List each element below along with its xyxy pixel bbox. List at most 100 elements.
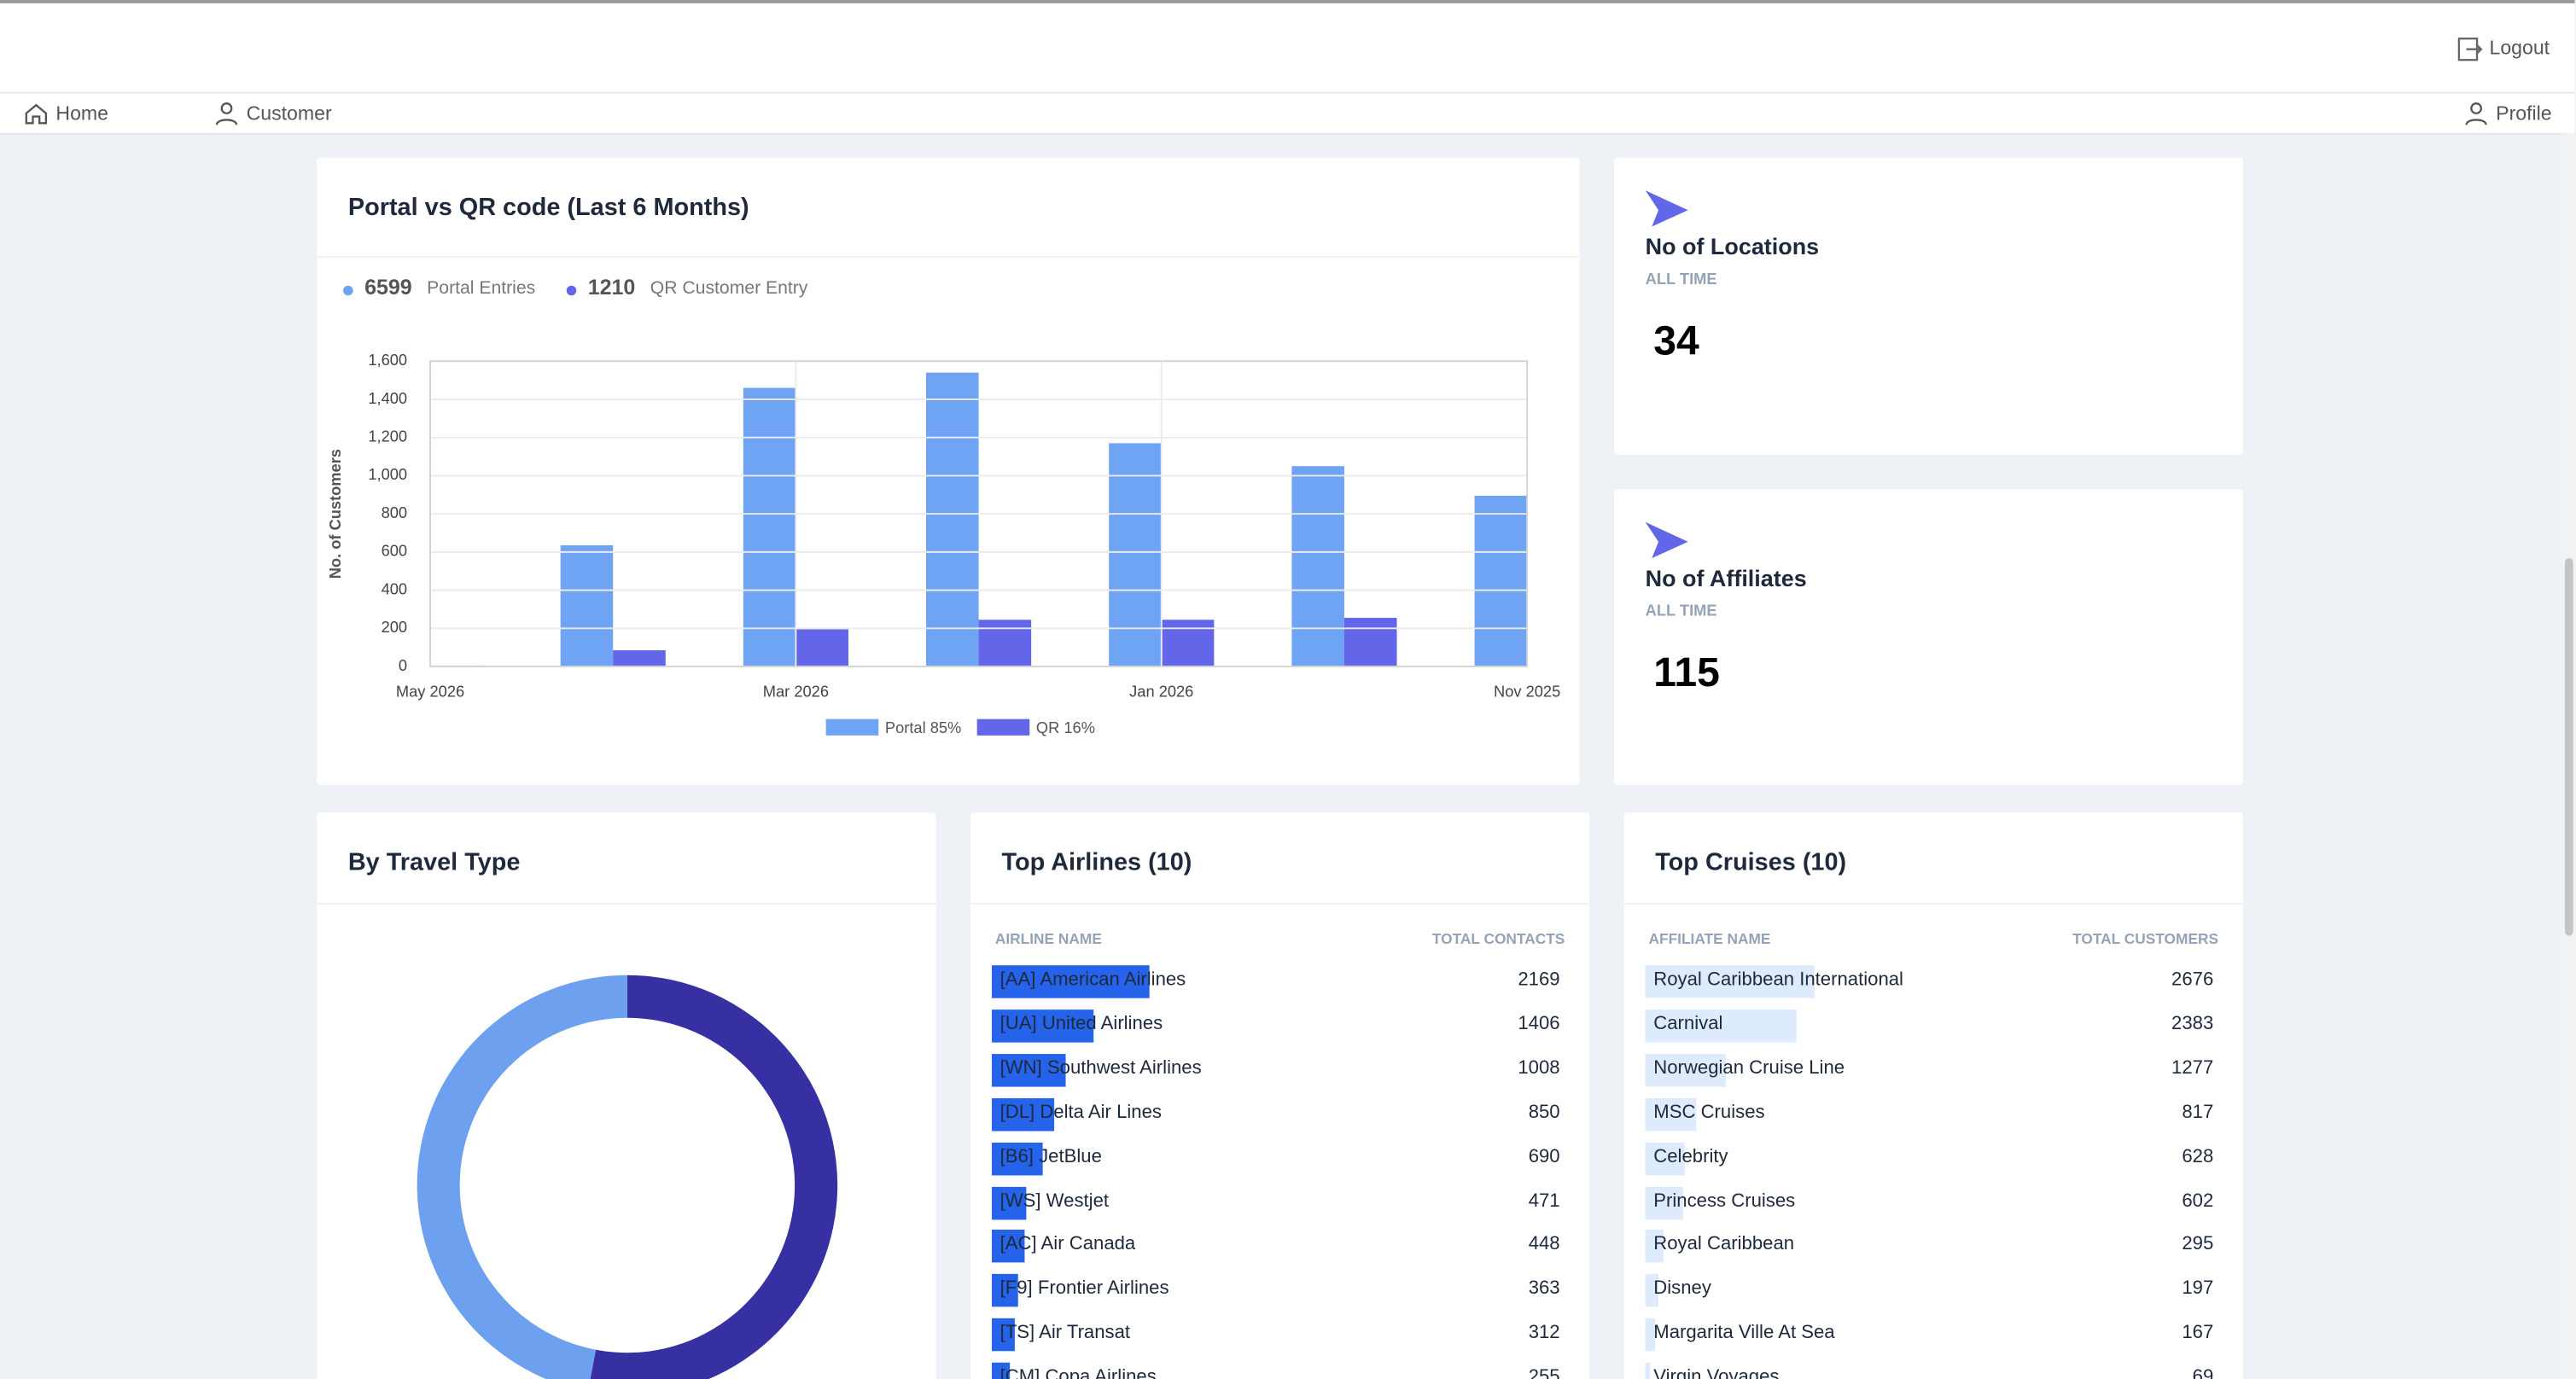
bar <box>1291 466 1344 667</box>
plot-border <box>429 360 1529 668</box>
scrollbar-thumb[interactable] <box>2564 558 2573 936</box>
summary-value: 1210 <box>588 276 636 300</box>
row-name: Norwegian Cruise Line <box>1653 1058 1845 1079</box>
nav-home[interactable]: Home <box>55 102 109 125</box>
home-icon[interactable] <box>23 100 50 126</box>
summary-value: 6599 <box>364 276 412 300</box>
row-bar <box>991 1185 1027 1219</box>
card-title: Portal vs QR code (Last 6 Months) <box>347 194 749 222</box>
row-bar <box>1645 1053 1727 1087</box>
row-value: 2383 <box>2171 1014 2214 1034</box>
row-bar <box>1645 1274 1658 1307</box>
row-name: Virgin Voyages <box>1653 1367 1780 1379</box>
divider <box>970 903 1590 905</box>
row-value: 197 <box>2182 1279 2214 1300</box>
row-bar <box>991 1318 1015 1352</box>
card-title: By Travel Type <box>347 848 521 877</box>
stat-card <box>1614 489 2243 785</box>
row-name: [UA] United Airlines <box>1000 1014 1163 1034</box>
y-tick-label: 0 <box>399 656 407 674</box>
row-value: 1008 <box>1518 1058 1560 1079</box>
divider <box>317 903 936 905</box>
bar <box>1343 618 1397 667</box>
stat-icon <box>1645 190 1688 227</box>
stat-period: ALL TIME <box>1645 271 1717 289</box>
row-name: [CM] Copa Airlines <box>1000 1367 1157 1379</box>
row-name: [F9] Frontier Airlines <box>1000 1279 1169 1300</box>
row-name: Carnival <box>1653 1014 1723 1034</box>
legend-label: QR 16% <box>1036 719 1095 736</box>
y-tick-label: 400 <box>382 579 407 597</box>
summary-label: Portal Entries <box>427 278 535 298</box>
cruises-card <box>1623 812 2243 1379</box>
legend-label: Portal 85% <box>885 719 961 736</box>
nav-customer[interactable]: Customer <box>246 102 332 125</box>
bar <box>560 545 614 667</box>
row-value: 363 <box>1528 1279 1560 1300</box>
row-bar <box>991 1009 1094 1043</box>
row-value: 448 <box>1528 1235 1560 1255</box>
row-value: 690 <box>1528 1146 1560 1167</box>
row-value: 850 <box>1528 1103 1560 1123</box>
row-value: 471 <box>1528 1190 1560 1211</box>
stat-period: ALL TIME <box>1645 602 1717 621</box>
row-bar <box>1645 1009 1797 1043</box>
customer-icon[interactable] <box>213 100 240 126</box>
row-bar <box>991 1142 1042 1175</box>
row-bar <box>1645 965 1815 998</box>
row-name: [B6] JetBlue <box>1000 1146 1102 1167</box>
y-tick-label: 1,600 <box>368 351 407 369</box>
row-value: 69 <box>2192 1367 2214 1379</box>
row-value: 2169 <box>1518 969 1560 991</box>
y-axis-label: No. of Customers <box>326 449 344 579</box>
row-value: 628 <box>2182 1146 2214 1167</box>
bar <box>1161 620 1215 667</box>
row-value: 295 <box>2182 1235 2214 1255</box>
column-header: AFFILIATE NAME <box>1648 930 1771 948</box>
stat-value: 115 <box>1653 649 1720 696</box>
row-value: 1406 <box>1518 1014 1560 1034</box>
x-tick-label: May 2026 <box>396 683 464 701</box>
row-name: Margarita Ville At Sea <box>1653 1323 1835 1344</box>
row-name: MSC Cruises <box>1653 1103 1765 1123</box>
row-bar <box>991 1230 1025 1264</box>
y-tick-label: 200 <box>382 618 407 636</box>
logout[interactable]: Logout <box>2489 36 2550 60</box>
bar <box>743 387 796 667</box>
stat-card <box>1614 157 2243 455</box>
donut-slice <box>590 975 838 1379</box>
bar <box>796 629 848 667</box>
nav-bar <box>0 93 2575 135</box>
nav-profile[interactable]: Profile <box>2496 102 2552 125</box>
row-name: Celebrity <box>1653 1146 1728 1167</box>
row-name: [WS] Westjet <box>1000 1190 1110 1211</box>
logout-icon[interactable] <box>2457 36 2483 62</box>
x-tick-label: Nov 2025 <box>1494 683 1560 701</box>
row-value: 255 <box>1528 1367 1560 1379</box>
row-bar <box>1645 1362 1650 1379</box>
donut-slice <box>417 975 627 1379</box>
row-value: 817 <box>2182 1103 2214 1123</box>
row-bar <box>1645 1318 1657 1352</box>
row-value: 2676 <box>2171 969 2214 991</box>
row-name: [DL] Delta Air Lines <box>1000 1103 1162 1123</box>
column-header: TOTAL CONTACTS <box>1431 930 1565 948</box>
row-name: [AA] American Airlines <box>1000 969 1186 991</box>
top-bar <box>0 0 2575 94</box>
y-tick-label: 1,400 <box>368 389 407 407</box>
summary-dot <box>566 285 577 296</box>
bar <box>978 620 1032 667</box>
stat-value: 34 <box>1653 318 1699 365</box>
row-value: 1277 <box>2171 1058 2214 1079</box>
profile-icon[interactable] <box>2463 100 2490 126</box>
summary-label: QR Customer Entry <box>650 278 808 298</box>
y-tick-label: 800 <box>382 503 407 521</box>
legend-swatch <box>825 719 879 736</box>
column-header: AIRLINE NAME <box>994 930 1102 948</box>
bar <box>1109 443 1162 667</box>
row-bar <box>1645 1142 1686 1175</box>
row-name: Royal Caribbean <box>1653 1235 1795 1255</box>
summary-dot <box>343 285 353 296</box>
